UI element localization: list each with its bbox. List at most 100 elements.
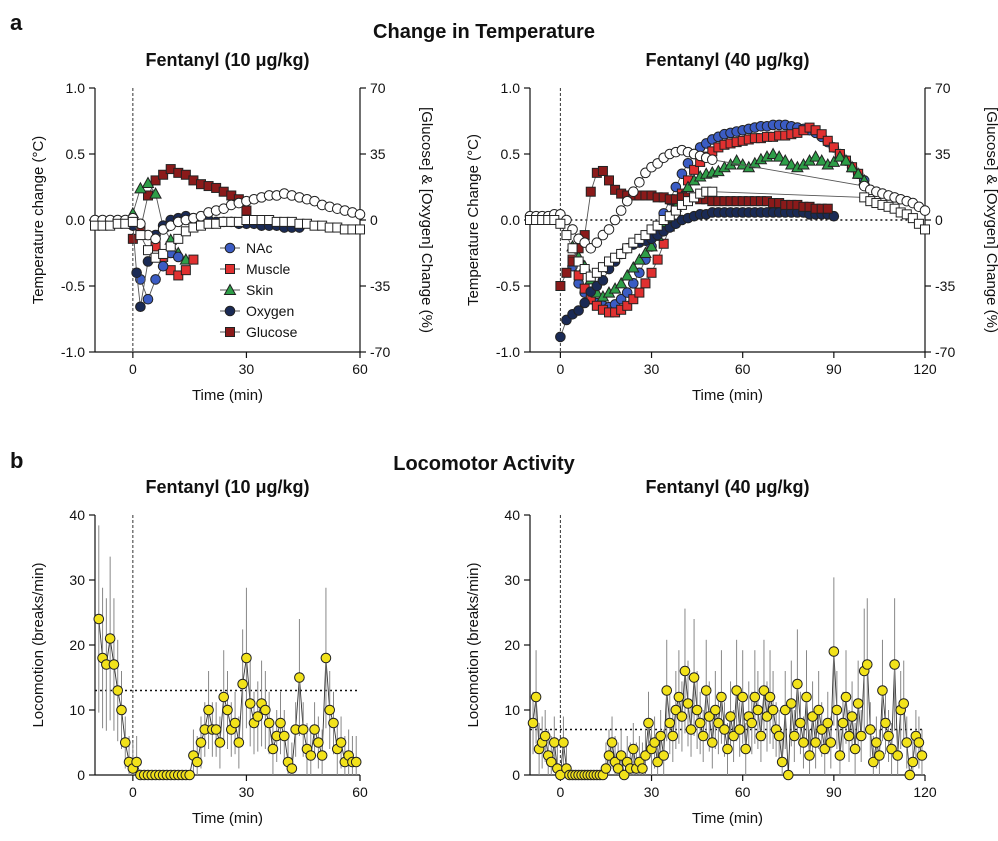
data-point [530,691,542,703]
y2-tick-label: 35 [935,146,951,162]
data-point [180,265,191,276]
data-point [697,730,709,742]
data-point [804,750,815,761]
legend-marker [225,264,235,274]
x-tick-label: 0 [556,784,564,800]
x-tick-label: 0 [556,361,564,377]
data-point [725,711,736,722]
data-point [845,160,859,173]
y-tick-label: 20 [504,637,520,653]
data-point [93,613,105,625]
data-point [773,730,785,742]
data-point [609,214,621,226]
data-point [210,724,222,735]
data-point [633,253,646,265]
data-point [676,711,688,722]
data-point [731,685,742,696]
data-point [267,743,279,755]
x-tick-label: 0 [129,784,137,800]
x-axis-label: Time (min) [692,387,763,404]
panel-a-letter: a [10,10,23,35]
data-point [865,724,876,735]
data-point [218,691,230,703]
data-point [616,248,627,259]
data-point [816,129,827,140]
legend-marker [224,305,236,317]
y2-axis-label: [Glucose] & [Oxygen] Change (%) [418,107,435,333]
chart-title: Fentanyl (10 μg/kg) [145,50,309,70]
data-point [135,301,146,313]
x-tick-label: 60 [735,361,751,377]
legend-label: Skin [246,282,273,298]
data-point [786,698,797,709]
legend-label: Oxygen [246,303,294,319]
data-point [828,646,840,657]
data-point [149,187,162,199]
data-point [667,730,679,742]
y-tick-label: 0.5 [66,146,86,162]
data-point [801,691,812,703]
section-b-title: Locomotor Activity [393,453,575,475]
x-tick-label: 90 [826,784,842,800]
data-point [795,717,806,729]
series-oxygen-baseline [90,215,365,263]
data-point [539,730,551,742]
data-point [305,750,317,761]
data-point [746,717,758,729]
data-point [639,246,652,258]
legend-marker [224,242,236,254]
data-point [626,260,640,273]
data-point [142,293,154,305]
x-tick-label: 90 [826,361,842,377]
data-point [195,737,207,748]
data-point [670,704,682,716]
data-point [180,169,191,180]
data-point [661,685,673,696]
legend-label: Muscle [246,261,291,277]
legend-item-skin: Skin [220,282,273,298]
data-point [907,756,919,768]
data-point [555,281,566,291]
data-point [707,154,718,165]
data-point [143,245,153,256]
y-tick-label: 40 [504,507,520,523]
data-point [621,195,633,207]
data-point [173,233,184,244]
data-point [658,750,669,761]
data-point [713,717,724,729]
chart-temperature-40: Fentanyl (40 μg/kg) -1.0 -0.5 0.0 0.5 1.0 -70 -… [465,50,998,404]
data-point [634,287,645,298]
data-point [628,294,639,305]
data-point [567,243,578,254]
data-point [919,205,931,216]
y2-tick-label: -70 [370,344,390,360]
data-point [734,724,745,735]
data-point [622,243,633,254]
data-point [649,737,660,748]
data-point [184,769,195,781]
chart-title: Fentanyl (40 μg/kg) [645,477,809,497]
data-point [214,737,226,748]
data-point [810,737,821,748]
data-point [150,274,161,285]
data-point [901,737,913,748]
data-point [679,665,691,677]
data-point [868,756,879,768]
data-point [328,717,339,729]
data-point [579,297,590,309]
data-point [798,737,809,748]
section-a-title: Change in Temperature [373,21,595,43]
data-point [652,254,663,265]
data-point [260,704,271,716]
data-point [555,331,566,343]
data-point [628,278,639,289]
data-point [920,224,930,235]
series-locomotion [93,525,362,781]
data-point [846,711,858,722]
data-point [776,756,788,768]
data-point [233,737,245,748]
data-point [628,186,639,198]
data-point [737,691,748,703]
data-point [597,275,609,286]
